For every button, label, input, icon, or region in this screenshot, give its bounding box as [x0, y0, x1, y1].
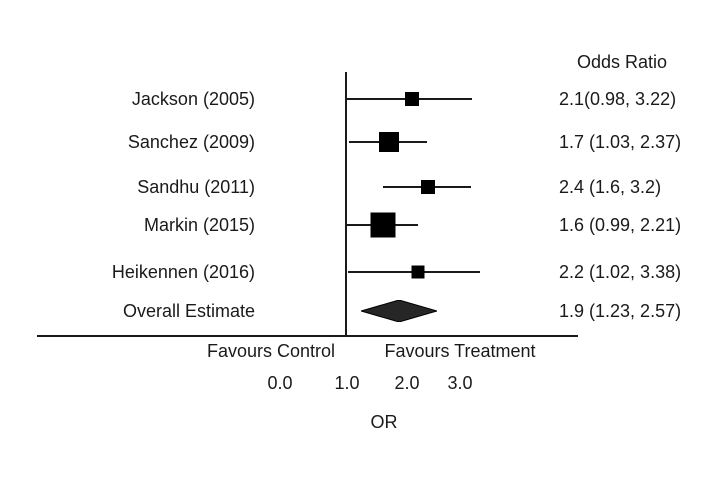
study-label: Sandhu (2011) — [137, 177, 255, 197]
favours-treatment-label: Favours Treatment — [384, 341, 536, 361]
point-estimate-square — [379, 132, 399, 152]
favours-control-label: Favours Control — [206, 341, 336, 361]
x-tick-label: 1.0 — [334, 373, 360, 393]
odds-ratio-column-header: Odds Ratio — [577, 52, 668, 72]
study-odds-ratio-value: 2.4 (1.6, 3.2) — [559, 177, 662, 197]
study-label: Markin (2015) — [143, 215, 255, 235]
x-tick-label: 2.0 — [394, 373, 420, 393]
no-effect-vertical-line — [345, 72, 347, 337]
x-tick-label: 0.0 — [267, 373, 293, 393]
study-odds-ratio-value: 1.7 (1.03, 2.37) — [559, 132, 682, 152]
x-axis-title: OR — [370, 412, 398, 432]
point-estimate-square — [370, 212, 396, 238]
point-estimate-square — [405, 92, 420, 106]
study-odds-ratio-value: 1.9 (1.23, 2.57) — [559, 301, 682, 321]
study-label: Heikennen (2016) — [111, 262, 255, 282]
x-tick-label: 3.0 — [447, 373, 473, 393]
study-odds-ratio-value: 2.1(0.98, 3.22) — [559, 89, 677, 109]
point-estimate-square — [411, 265, 425, 279]
x-axis-line — [37, 335, 578, 337]
study-label: Sanchez (2009) — [127, 132, 255, 152]
study-label: Overall Estimate — [122, 301, 255, 321]
overall-estimate-diamond — [359, 299, 439, 323]
study-label: Jackson (2005) — [131, 89, 255, 109]
point-estimate-square — [421, 180, 436, 194]
study-odds-ratio-value: 2.2 (1.02, 3.38) — [559, 262, 682, 282]
study-odds-ratio-value: 1.6 (0.99, 2.21) — [559, 215, 682, 235]
